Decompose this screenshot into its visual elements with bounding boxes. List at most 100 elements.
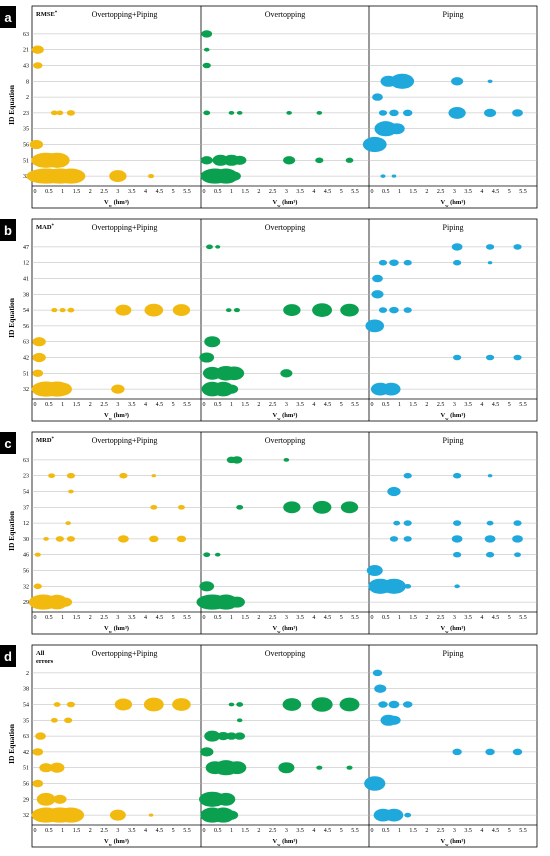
x-axis-label: Vw (hm³) (441, 838, 466, 847)
data-bubble (150, 504, 158, 510)
data-bubble (55, 536, 64, 542)
x-tick-label: 4.5 (324, 189, 332, 195)
x-tick-label: 0 (371, 402, 374, 408)
panel-frame (31, 218, 538, 422)
data-bubble (372, 274, 383, 283)
panel-letter-background (0, 645, 16, 667)
data-bubble (204, 730, 221, 742)
panel-letter-text: a (4, 10, 12, 25)
y-axis-title: ID Equation (7, 510, 16, 551)
data-bubble (236, 702, 244, 707)
data-bubble (315, 157, 324, 164)
data-bubble (66, 110, 76, 116)
x-axis-label-unit: (hm³) (112, 412, 129, 419)
data-bubble (214, 552, 221, 557)
data-bubble (513, 244, 522, 250)
x-tick-label: 3 (116, 402, 119, 408)
panel-frame (31, 644, 538, 848)
x-axis-label-unit: (hm³) (281, 625, 298, 632)
y-tick-label: 8 (26, 79, 29, 85)
data-bubble (389, 536, 399, 542)
x-axis-label-unit: (hm³) (281, 199, 298, 206)
x-tick-label: 1.5 (409, 402, 417, 408)
x-tick-label: 4 (480, 828, 483, 834)
data-bubble (364, 776, 386, 791)
x-axis-label-unit: (hm³) (112, 199, 129, 206)
panel-frame (31, 431, 538, 635)
data-bubble (203, 47, 210, 52)
x-tick-label: 2.5 (269, 402, 277, 408)
x-tick-label: 3.5 (464, 828, 472, 834)
x-axis-label-sub: w (109, 842, 113, 847)
x-axis-label-unit: (hm³) (112, 838, 129, 845)
data-bubble (33, 62, 43, 69)
x-tick-label: 2 (89, 189, 92, 195)
y-tick-label: 63 (23, 458, 29, 464)
data-bubble (29, 139, 44, 150)
x-tick-label: 2.5 (437, 402, 445, 408)
y-tick-label: 54 (23, 490, 29, 496)
data-bubble (227, 761, 247, 775)
x-tick-label: 2 (425, 828, 428, 834)
data-bubble (199, 352, 215, 363)
data-bubble (228, 111, 235, 115)
data-bubble (402, 701, 413, 708)
x-axis-label-sub: w (277, 629, 281, 634)
x-tick-label: 3 (285, 828, 288, 834)
data-bubble (172, 698, 191, 711)
data-bubble (206, 244, 213, 250)
data-bubble (233, 308, 241, 313)
x-tick-label: 1.5 (73, 828, 81, 834)
x-axis-label: Vw (hm³) (441, 199, 466, 208)
data-bubble (453, 259, 462, 266)
x-tick-label: 1.5 (73, 189, 81, 195)
data-bubble (372, 669, 383, 677)
x-tick-label: 0.5 (382, 402, 390, 408)
x-tick-label: 0 (371, 615, 374, 621)
data-bubble (225, 308, 232, 312)
data-bubble (149, 535, 159, 543)
data-bubble (403, 520, 412, 526)
data-bubble (388, 123, 405, 135)
data-bubble (454, 584, 460, 589)
x-tick-label: 4.5 (156, 402, 164, 408)
metric-mark: * (52, 224, 55, 229)
data-bubble (487, 261, 493, 265)
x-tick-label: 4 (480, 402, 483, 408)
data-bubble (484, 108, 497, 118)
data-bubble (204, 336, 221, 348)
data-bubble (384, 808, 404, 822)
data-bubble (32, 337, 46, 347)
x-tick-label: 1 (61, 828, 64, 834)
x-tick-label: 3 (116, 828, 119, 834)
data-bubble (372, 93, 383, 101)
x-tick-label: 5 (172, 189, 175, 195)
data-bubble (316, 111, 323, 115)
data-bubble (33, 583, 42, 590)
x-tick-label: 0 (34, 189, 37, 195)
data-bubble (404, 812, 412, 818)
y-tick-label: 56 (23, 143, 29, 149)
data-bubble (216, 792, 236, 806)
section-title: Piping (443, 10, 464, 19)
y-tick-label: 63 (23, 340, 29, 346)
x-tick-label: 2.5 (269, 828, 277, 834)
x-tick-label: 4.5 (324, 402, 332, 408)
panel-letter: d (0, 645, 16, 667)
y-axis-title: ID Equation (7, 84, 16, 125)
y-tick-label: 51 (23, 766, 29, 772)
data-bubble (378, 307, 388, 313)
y-axis-title: ID Equation (7, 723, 16, 764)
data-bubble (512, 109, 523, 117)
x-axis-label-sub: w (277, 203, 281, 208)
x-axis-label: Vw (hm³) (441, 625, 466, 634)
data-bubble (202, 62, 211, 69)
x-tick-label: 1 (398, 402, 401, 408)
data-bubble (200, 156, 213, 165)
section-title: Piping (443, 223, 464, 232)
x-tick-label: 4.5 (492, 828, 500, 834)
data-bubble (34, 552, 41, 557)
x-tick-label: 2 (257, 828, 260, 834)
x-axis-label: Vw (hm³) (104, 625, 129, 634)
data-bubble (389, 306, 399, 314)
